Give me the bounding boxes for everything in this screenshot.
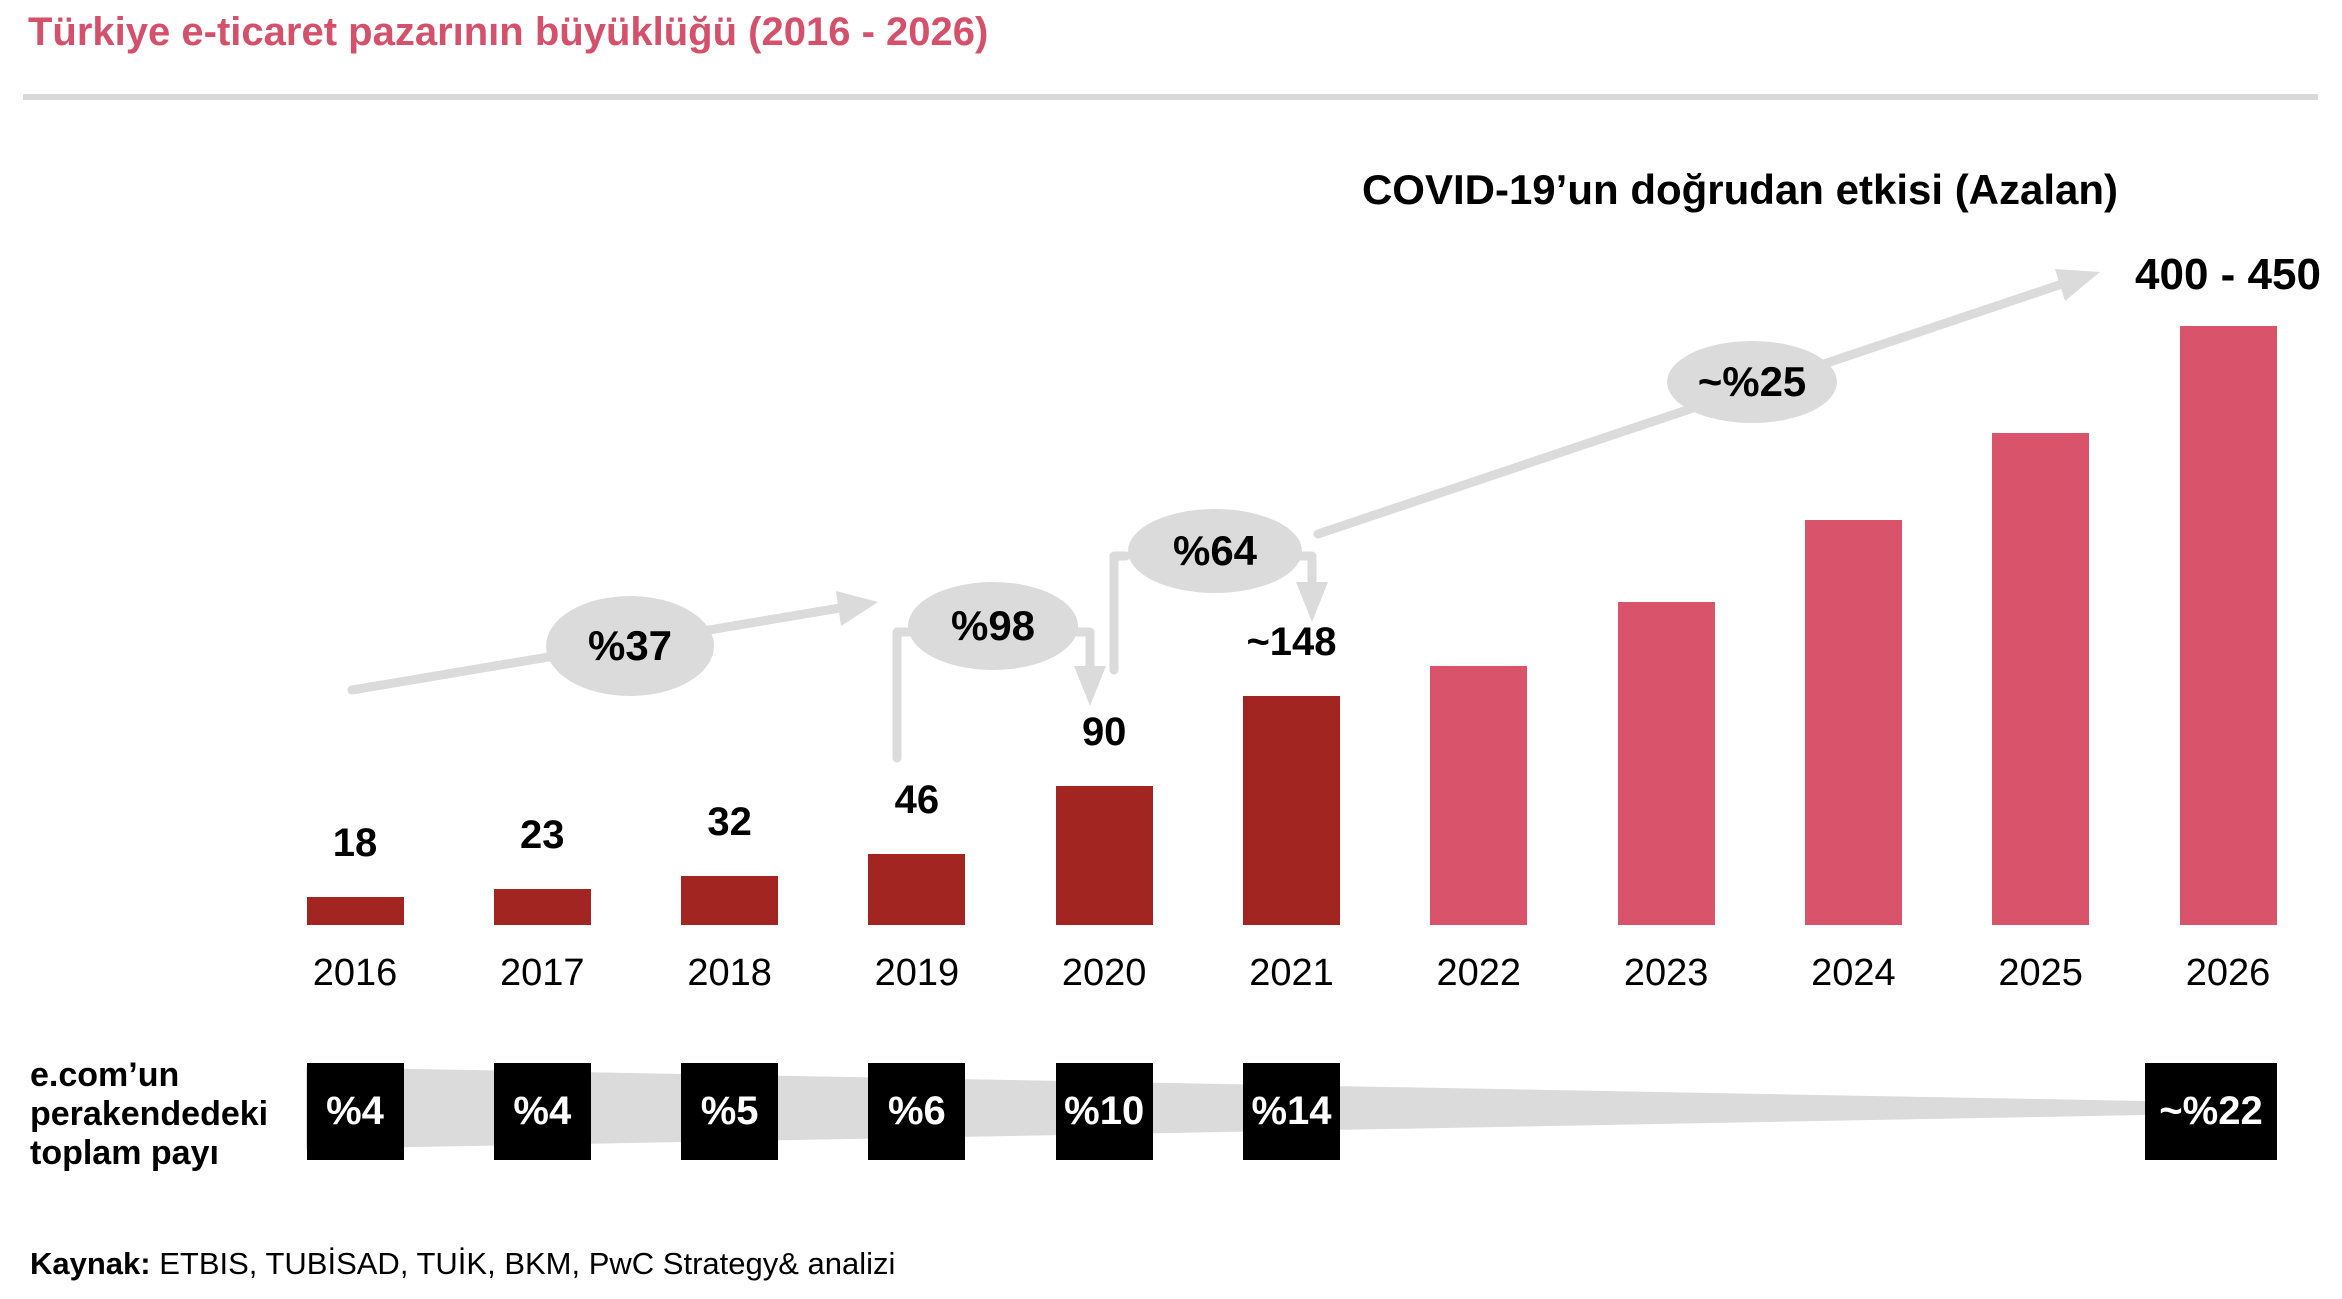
bar-2018 xyxy=(681,876,779,925)
share-box-2018: %5 xyxy=(681,1063,779,1160)
bar-2016 xyxy=(306,897,404,925)
share-box-2016: %4 xyxy=(306,1063,404,1160)
bar-2017 xyxy=(493,889,591,925)
bar-2025 xyxy=(1992,433,2090,925)
page-title: Türkiye e-ticaret pazarının büyüklüğü (2… xyxy=(28,10,989,54)
growth-bubble-64: %64 xyxy=(1128,509,1302,593)
bar-2022 xyxy=(1430,666,1528,925)
bracket-64-left xyxy=(1109,551,1131,675)
value-label-2017: 23 xyxy=(520,813,565,857)
year-label-2021: 2021 xyxy=(1249,952,1334,994)
year-label-2016: 2016 xyxy=(312,952,398,994)
share-box-2020: %10 xyxy=(1055,1063,1153,1160)
year-label-2020: 2020 xyxy=(1061,952,1147,994)
source-line: Kaynak: ETBIS, TUBİSAD, TUİK, BKM, PwC S… xyxy=(30,1246,895,1282)
bar-2023 xyxy=(1617,602,1715,925)
covid-impact-note: COVID-19’un doğrudan etkisi (Azalan) xyxy=(1361,166,2119,213)
share-box-2026: ~%22 xyxy=(2145,1063,2277,1160)
title-divider xyxy=(23,94,2318,100)
year-label-2022: 2022 xyxy=(1436,952,1522,994)
bracket-98-right xyxy=(1071,627,1095,673)
share-row-side-label: e.com’un perakendedeki toplam payı xyxy=(30,1056,269,1172)
year-label-2018: 2018 xyxy=(687,952,772,994)
bar-2020 xyxy=(1055,786,1153,925)
share-box-2021: %14 xyxy=(1243,1063,1340,1160)
bracket-98-left xyxy=(892,627,915,763)
year-label-2026: 2026 xyxy=(2185,952,2271,994)
bar-2026 xyxy=(2179,326,2277,925)
value-label-2020: 90 xyxy=(1081,710,1127,754)
value-label-2026: 400 - 450 xyxy=(2135,250,2321,299)
growth-bubble-98: %98 xyxy=(908,582,1078,670)
year-label-2019: 2019 xyxy=(874,952,960,994)
source-text: ETBIS, TUBİSAD, TUİK, BKM, PwC Strategy&… xyxy=(150,1246,896,1281)
share-box-2017: %4 xyxy=(493,1063,591,1160)
bracket-98-arrowhead xyxy=(1074,666,1106,706)
bracket-64-right xyxy=(1293,551,1317,589)
value-label-2019: 46 xyxy=(894,778,940,822)
bar-2024 xyxy=(1804,520,1902,925)
share-box-2019: %6 xyxy=(868,1063,966,1160)
growth-arrow-37-head xyxy=(836,591,878,626)
growth-arrow-25-head xyxy=(2055,269,2100,301)
value-label-2016: 18 xyxy=(332,821,378,865)
growth-bubble-25: ~%25 xyxy=(1667,341,1837,423)
year-label-2017: 2017 xyxy=(500,952,585,994)
year-label-2023: 2023 xyxy=(1623,952,1709,994)
bracket-64-arrowhead xyxy=(1296,582,1328,622)
value-label-2021: ~148 xyxy=(1246,620,1337,664)
bar-2019 xyxy=(868,854,966,925)
bar-2021 xyxy=(1243,696,1340,925)
year-label-2024: 2024 xyxy=(1811,952,1896,994)
growth-bubble-37: %37 xyxy=(546,596,714,696)
year-label-2025: 2025 xyxy=(1998,952,2083,994)
value-label-2018: 32 xyxy=(707,800,752,844)
source-prefix: Kaynak: xyxy=(30,1246,151,1281)
